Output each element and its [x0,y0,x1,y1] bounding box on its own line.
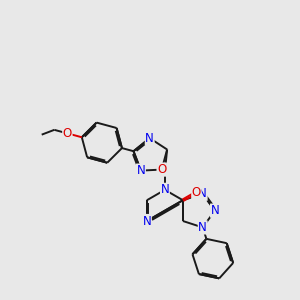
Text: O: O [192,186,201,199]
Text: N: N [198,187,207,200]
Text: N: N [211,204,219,217]
Text: N: N [142,214,151,227]
Text: N: N [160,183,169,196]
Text: O: O [63,127,72,140]
Text: N: N [145,132,154,145]
Text: O: O [157,163,166,176]
Text: N: N [198,221,207,234]
Text: N: N [136,164,145,177]
